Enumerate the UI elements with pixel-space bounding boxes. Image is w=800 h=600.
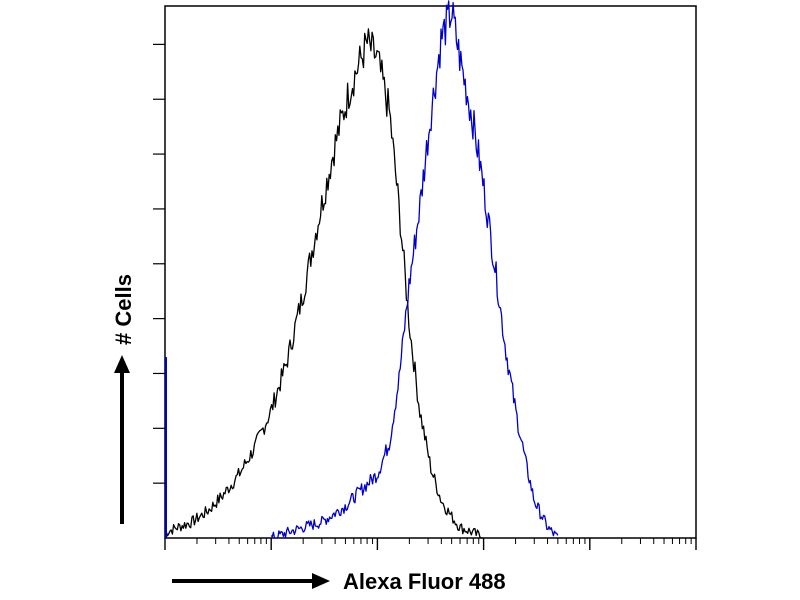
plot-frame	[164, 5, 697, 539]
y-axis-ticks	[153, 43, 165, 484]
histogram-series	[164, 0, 559, 539]
x-axis-ticks	[164, 538, 697, 550]
x-axis-label: Alexa Fluor 488	[343, 569, 506, 594]
y-axis-label: # Cells	[111, 274, 136, 345]
stained-histogram-line	[270, 0, 559, 539]
control-histogram-line	[164, 28, 484, 539]
x-axis-arrowhead	[312, 573, 330, 589]
y-axis-arrowhead	[114, 355, 130, 373]
